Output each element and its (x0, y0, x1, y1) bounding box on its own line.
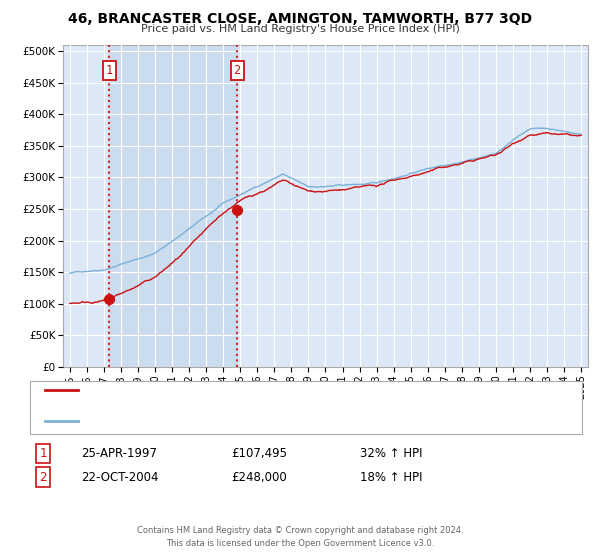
Text: 1: 1 (40, 447, 47, 460)
Text: 46, BRANCASTER CLOSE, AMINGTON, TAMWORTH, B77 3QD (detached house): 46, BRANCASTER CLOSE, AMINGTON, TAMWORTH… (83, 385, 488, 395)
Text: HPI: Average price, detached house, Tamworth: HPI: Average price, detached house, Tamw… (83, 416, 326, 426)
Text: 1: 1 (106, 63, 113, 77)
Text: 32% ↑ HPI: 32% ↑ HPI (360, 447, 422, 460)
Text: £248,000: £248,000 (231, 470, 287, 484)
Text: 46, BRANCASTER CLOSE, AMINGTON, TAMWORTH, B77 3QD: 46, BRANCASTER CLOSE, AMINGTON, TAMWORTH… (68, 12, 532, 26)
Text: Contains HM Land Registry data © Crown copyright and database right 2024.
This d: Contains HM Land Registry data © Crown c… (137, 526, 463, 548)
Text: Price paid vs. HM Land Registry's House Price Index (HPI): Price paid vs. HM Land Registry's House … (140, 24, 460, 34)
Bar (109, 45, 237, 367)
Text: 25-APR-1997: 25-APR-1997 (81, 447, 157, 460)
Text: 2: 2 (40, 470, 47, 484)
Text: 22-OCT-2004: 22-OCT-2004 (81, 470, 158, 484)
Text: 18% ↑ HPI: 18% ↑ HPI (360, 470, 422, 484)
Text: 2: 2 (233, 63, 241, 77)
Text: £107,495: £107,495 (231, 447, 287, 460)
